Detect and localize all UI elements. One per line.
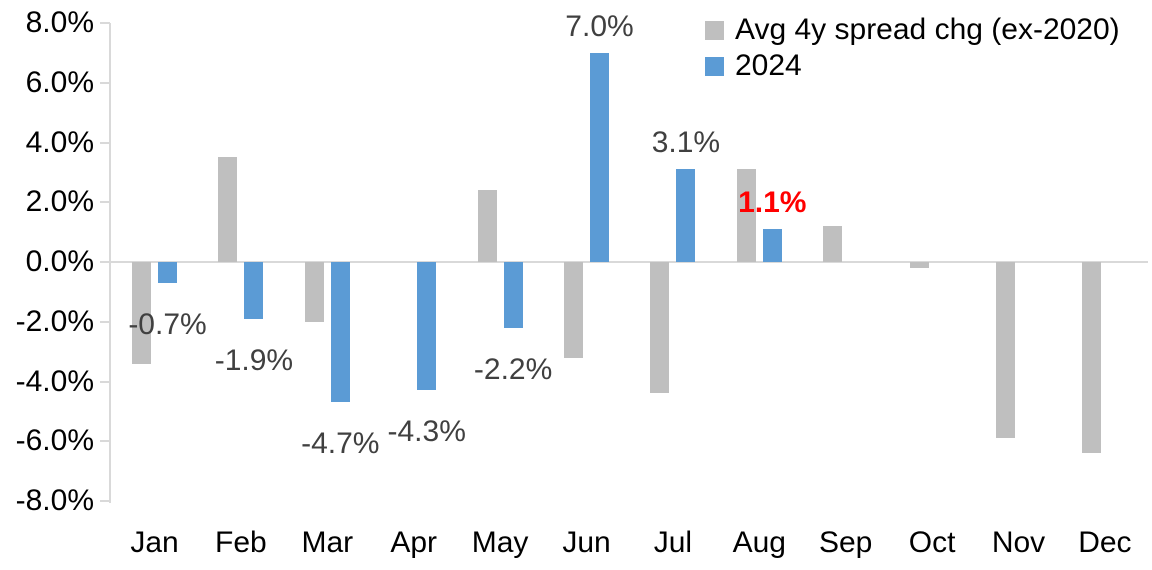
x-axis-label-jul: Jul — [653, 526, 693, 559]
bar-avg-may — [477, 190, 497, 262]
x-axis-label-sep: Sep — [818, 526, 873, 559]
bar-avg-jan — [132, 262, 151, 364]
data-label-jan: -0.7% — [128, 307, 207, 341]
x-axis-label-dec: Dec — [1078, 526, 1132, 559]
data-label-jul: 3.1% — [651, 126, 721, 160]
bar-2024-feb — [244, 262, 264, 319]
y-axis-line — [109, 23, 111, 503]
x-axis-label-apr: Apr — [390, 526, 438, 559]
x-axis-label-jun: Jun — [562, 526, 611, 559]
bar-avg-oct — [909, 262, 929, 268]
y-tick — [100, 320, 110, 323]
bar-avg-sep — [823, 226, 843, 262]
bar-avg-mar — [304, 262, 324, 322]
y-tick-label: -8.0% — [15, 484, 94, 517]
bar-avg-nov — [996, 262, 1015, 439]
x-axis-label-feb: Feb — [215, 526, 267, 559]
bar-2024-may — [503, 262, 523, 328]
y-tick — [100, 500, 110, 502]
data-label-may: -2.2% — [473, 352, 553, 386]
x-axis-label-nov: Nov — [991, 526, 1046, 559]
data-label-mar: -4.7% — [301, 427, 380, 461]
y-tick — [100, 380, 110, 383]
y-tick — [100, 141, 110, 144]
y-tick — [100, 22, 110, 24]
x-axis-label-may: May — [471, 526, 529, 559]
x-axis-label-mar: Mar — [301, 526, 354, 559]
bar-2024-mar — [330, 262, 350, 403]
data-label-apr: -4.3% — [387, 415, 466, 449]
data-label-jun: 7.0% — [565, 9, 634, 43]
bar-avg-feb — [218, 157, 238, 262]
y-tick — [100, 201, 110, 204]
bar-2024-jun — [590, 52, 609, 262]
data-label-feb: -1.9% — [214, 343, 294, 377]
legend-label-avg-4y-spread: Avg 4y spread chg (ex-2020) — [735, 13, 1120, 46]
y-tick-label: 2.0% — [25, 185, 94, 219]
bar-2024-jan — [158, 262, 177, 283]
data-label-aug: 1.1% — [738, 186, 807, 220]
bar-2024-aug — [762, 229, 782, 262]
legend: Avg 4y spread chg (ex-2020) 2024 — [705, 12, 1120, 84]
x-axis-label-aug: Aug — [732, 526, 786, 559]
y-tick — [100, 81, 110, 84]
x-axis-label-oct: Oct — [908, 526, 956, 559]
bar-avg-aug — [736, 169, 756, 262]
y-tick-label: -6.0% — [15, 424, 94, 458]
legend-item-avg-4y-spread: Avg 4y spread chg (ex-2020) — [705, 12, 1120, 48]
legend-item-2024: 2024 — [705, 48, 1120, 84]
y-tick-label: 8.0% — [25, 6, 94, 39]
bar-avg-dec — [1082, 262, 1102, 454]
bar-avg-jul — [650, 262, 670, 394]
y-tick-label: -2.0% — [15, 304, 94, 338]
y-tick-label: 4.0% — [25, 125, 94, 159]
bar-2024-jul — [676, 169, 696, 262]
y-tick-label: 0.0% — [25, 245, 94, 278]
legend-swatch-gray — [705, 20, 724, 40]
y-tick-label: 6.0% — [25, 65, 94, 99]
bar-avg-jun — [564, 262, 583, 358]
y-tick-label: -4.0% — [15, 364, 94, 398]
legend-swatch-blue — [705, 56, 724, 76]
x-axis-label-jan: Jan — [130, 526, 179, 559]
y-tick — [100, 440, 110, 443]
bar-2024-apr — [417, 262, 437, 391]
legend-label-2024: 2024 — [735, 49, 802, 82]
zero-gridline — [100, 261, 1148, 263]
